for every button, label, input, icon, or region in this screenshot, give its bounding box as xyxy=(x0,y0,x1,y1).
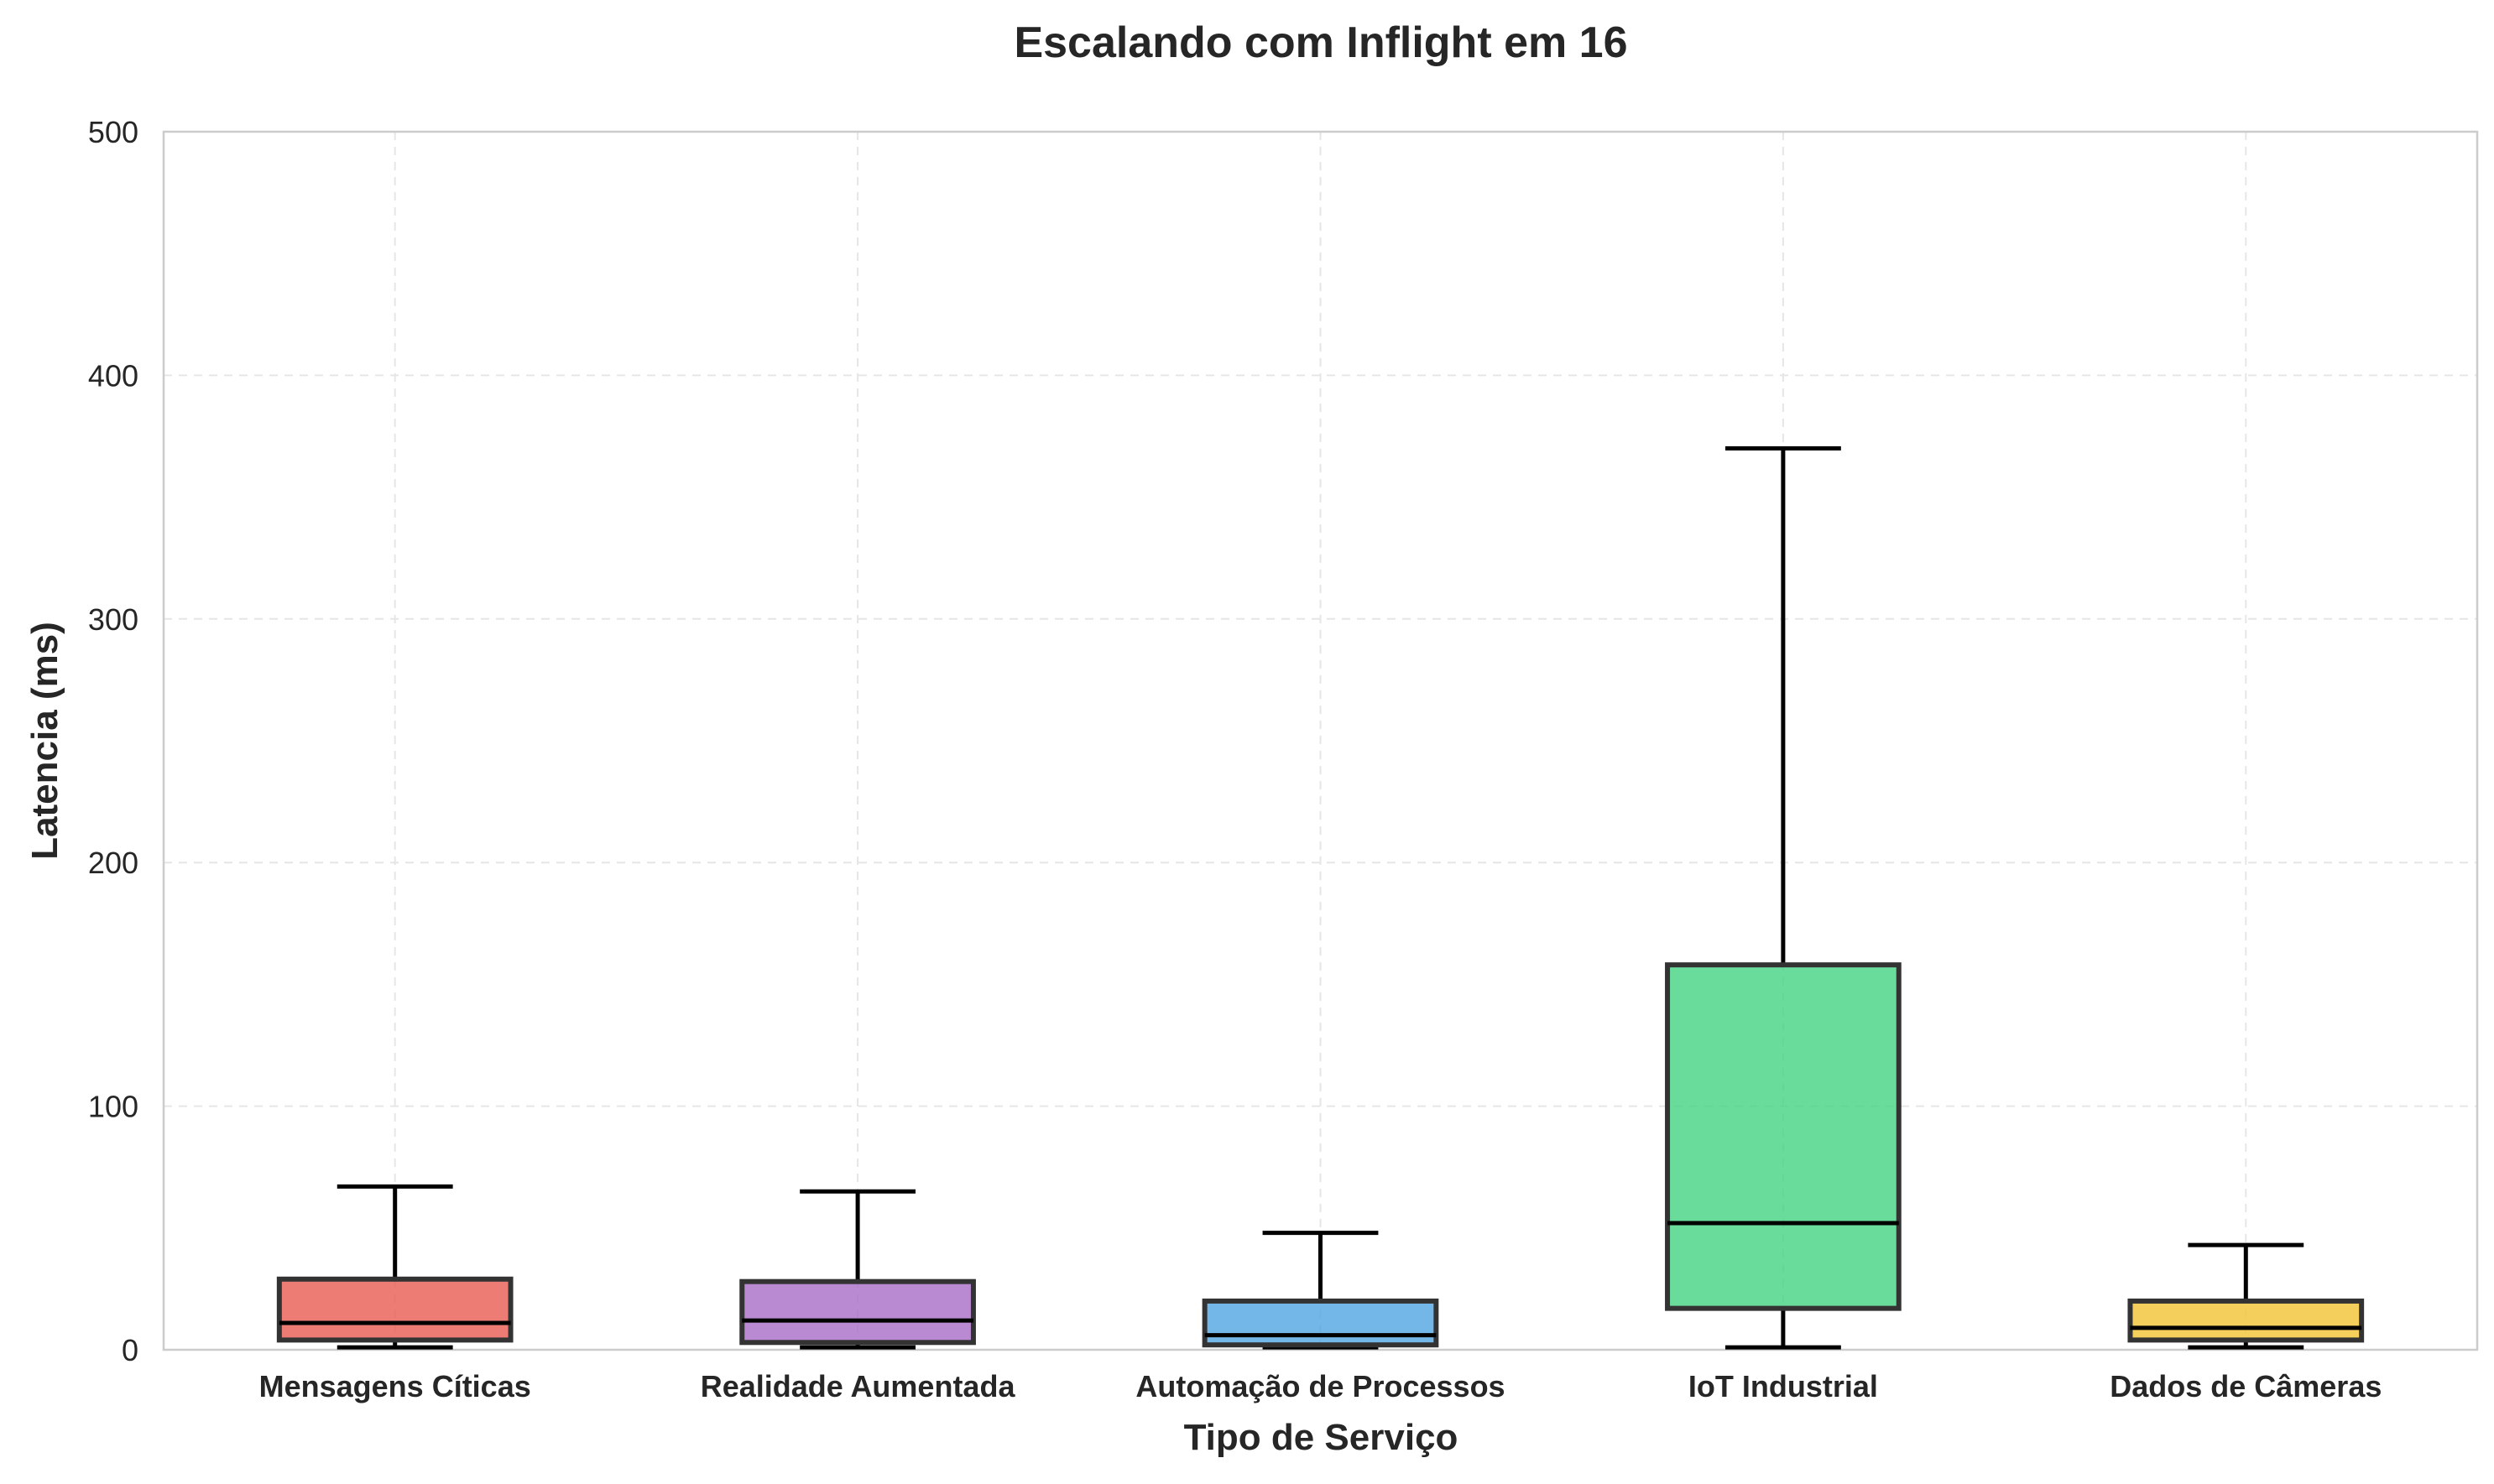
y-tick-label: 200 xyxy=(88,846,138,880)
plot-frame xyxy=(162,130,2479,1351)
y-tick-label: 100 xyxy=(88,1090,138,1124)
chart-title: Escalando com Inflight em 16 xyxy=(1014,18,1627,67)
x-tick-label: Mensagens Cíticas xyxy=(259,1369,531,1403)
y-tick-label: 500 xyxy=(88,115,138,149)
x-tick-label: Automação de Processos xyxy=(1135,1369,1505,1403)
x-axis-label: Tipo de Serviço xyxy=(1184,1417,1458,1458)
y-tick-label: 0 xyxy=(122,1333,138,1367)
box-group xyxy=(276,1184,514,1350)
x-tick-labels: Mensagens Cíticas Realidade Aumentada Auto… xyxy=(259,1369,2382,1403)
y-tick-label: 400 xyxy=(88,358,138,393)
grid xyxy=(164,131,2477,1351)
x-tick-label: IoT Industrial xyxy=(1688,1369,1878,1403)
box-group xyxy=(739,1189,976,1350)
box xyxy=(1202,1298,1439,1348)
boxes xyxy=(276,446,2365,1350)
box xyxy=(276,1276,514,1343)
x-tick-label: Realidade Aumentada xyxy=(701,1369,1016,1403)
box-group xyxy=(1202,1231,1439,1350)
box xyxy=(2127,1298,2365,1343)
box xyxy=(1665,962,1902,1311)
x-tick-label: Dados de Câmeras xyxy=(2110,1369,2382,1403)
y-axis-label: Latencia (ms) xyxy=(24,622,65,860)
y-tick-labels: 0 100 200 300 400 500 xyxy=(88,115,138,1367)
box-group xyxy=(2127,1242,2365,1350)
box xyxy=(739,1278,976,1346)
y-tick-label: 300 xyxy=(88,602,138,637)
box-group xyxy=(1665,446,1902,1350)
